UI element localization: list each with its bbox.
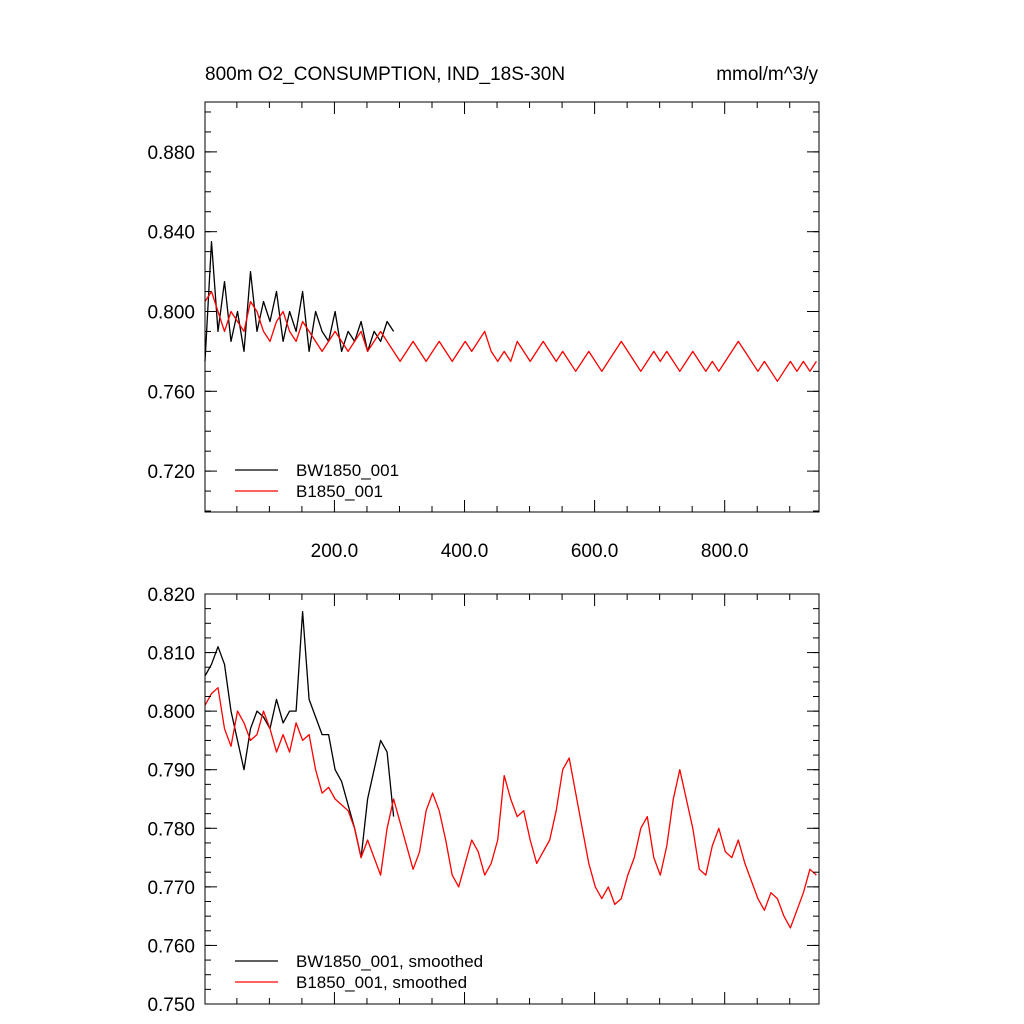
x-tick-label: 600.0 xyxy=(571,541,619,562)
y-tick-label: 0.720 xyxy=(147,462,195,483)
y-tick-label: 0.780 xyxy=(147,819,195,840)
chart-title: 800m O2_CONSUMPTION, IND_18S-30N xyxy=(205,64,565,85)
units-label: mmol/m^3/y xyxy=(716,64,818,85)
y-tick-label: 0.790 xyxy=(147,761,195,782)
legend-label-b1850-smoothed: B1850_001, smoothed xyxy=(296,973,467,992)
top-series-group xyxy=(204,241,817,382)
legend-label-bw1850: BW1850_001 xyxy=(296,461,399,480)
top-panel: 800m O2_CONSUMPTION, IND_18S-30N mmol/m^… xyxy=(147,64,820,562)
y-tick-label: 0.750 xyxy=(147,995,195,1016)
y-tick-label: 0.800 xyxy=(147,302,195,323)
y-tick-label: 0.880 xyxy=(147,143,195,164)
y-tick-label: 0.760 xyxy=(147,936,195,957)
legend-label-b1850: B1850_001 xyxy=(296,482,383,501)
top-legend: BW1850_001 B1850_001 xyxy=(235,461,399,501)
y-tick-label: 0.810 xyxy=(147,644,195,665)
series-line-1-0 xyxy=(204,610,395,859)
bottom-panel: 0.750 0.760 0.770 0.780 0.790 0.800 0.810 0.820… xyxy=(147,585,820,1016)
legend-label-bw1850-smoothed: BW1850_001, smoothed xyxy=(296,952,483,971)
bottom-axes: 0.750 0.760 0.770 0.780 0.790 0.800 0.810 0.820 xyxy=(147,585,819,1016)
series-line-0-1 xyxy=(204,290,817,382)
x-tick-label: 200.0 xyxy=(311,541,359,562)
y-tick-label: 0.820 xyxy=(147,585,195,606)
y-tick-label: 0.840 xyxy=(147,223,195,244)
top-axes: 0.720 0.760 0.800 0.840 0.880 200.0 400.0 600.0… xyxy=(147,102,819,562)
series-line-0-0 xyxy=(204,241,395,362)
y-tick-label: 0.800 xyxy=(147,702,195,723)
x-tick-label: 400.0 xyxy=(441,541,489,562)
top-plot-frame xyxy=(204,101,820,513)
y-tick-label: 0.760 xyxy=(147,382,195,403)
bottom-plot-frame xyxy=(204,593,820,1005)
bottom-series-group xyxy=(204,610,817,929)
series-line-1-1 xyxy=(204,687,817,929)
bottom-legend: BW1850_001, smoothed B1850_001, smoothed xyxy=(235,952,483,992)
y-tick-label: 0.770 xyxy=(147,878,195,899)
x-tick-label: 800.0 xyxy=(701,541,749,562)
